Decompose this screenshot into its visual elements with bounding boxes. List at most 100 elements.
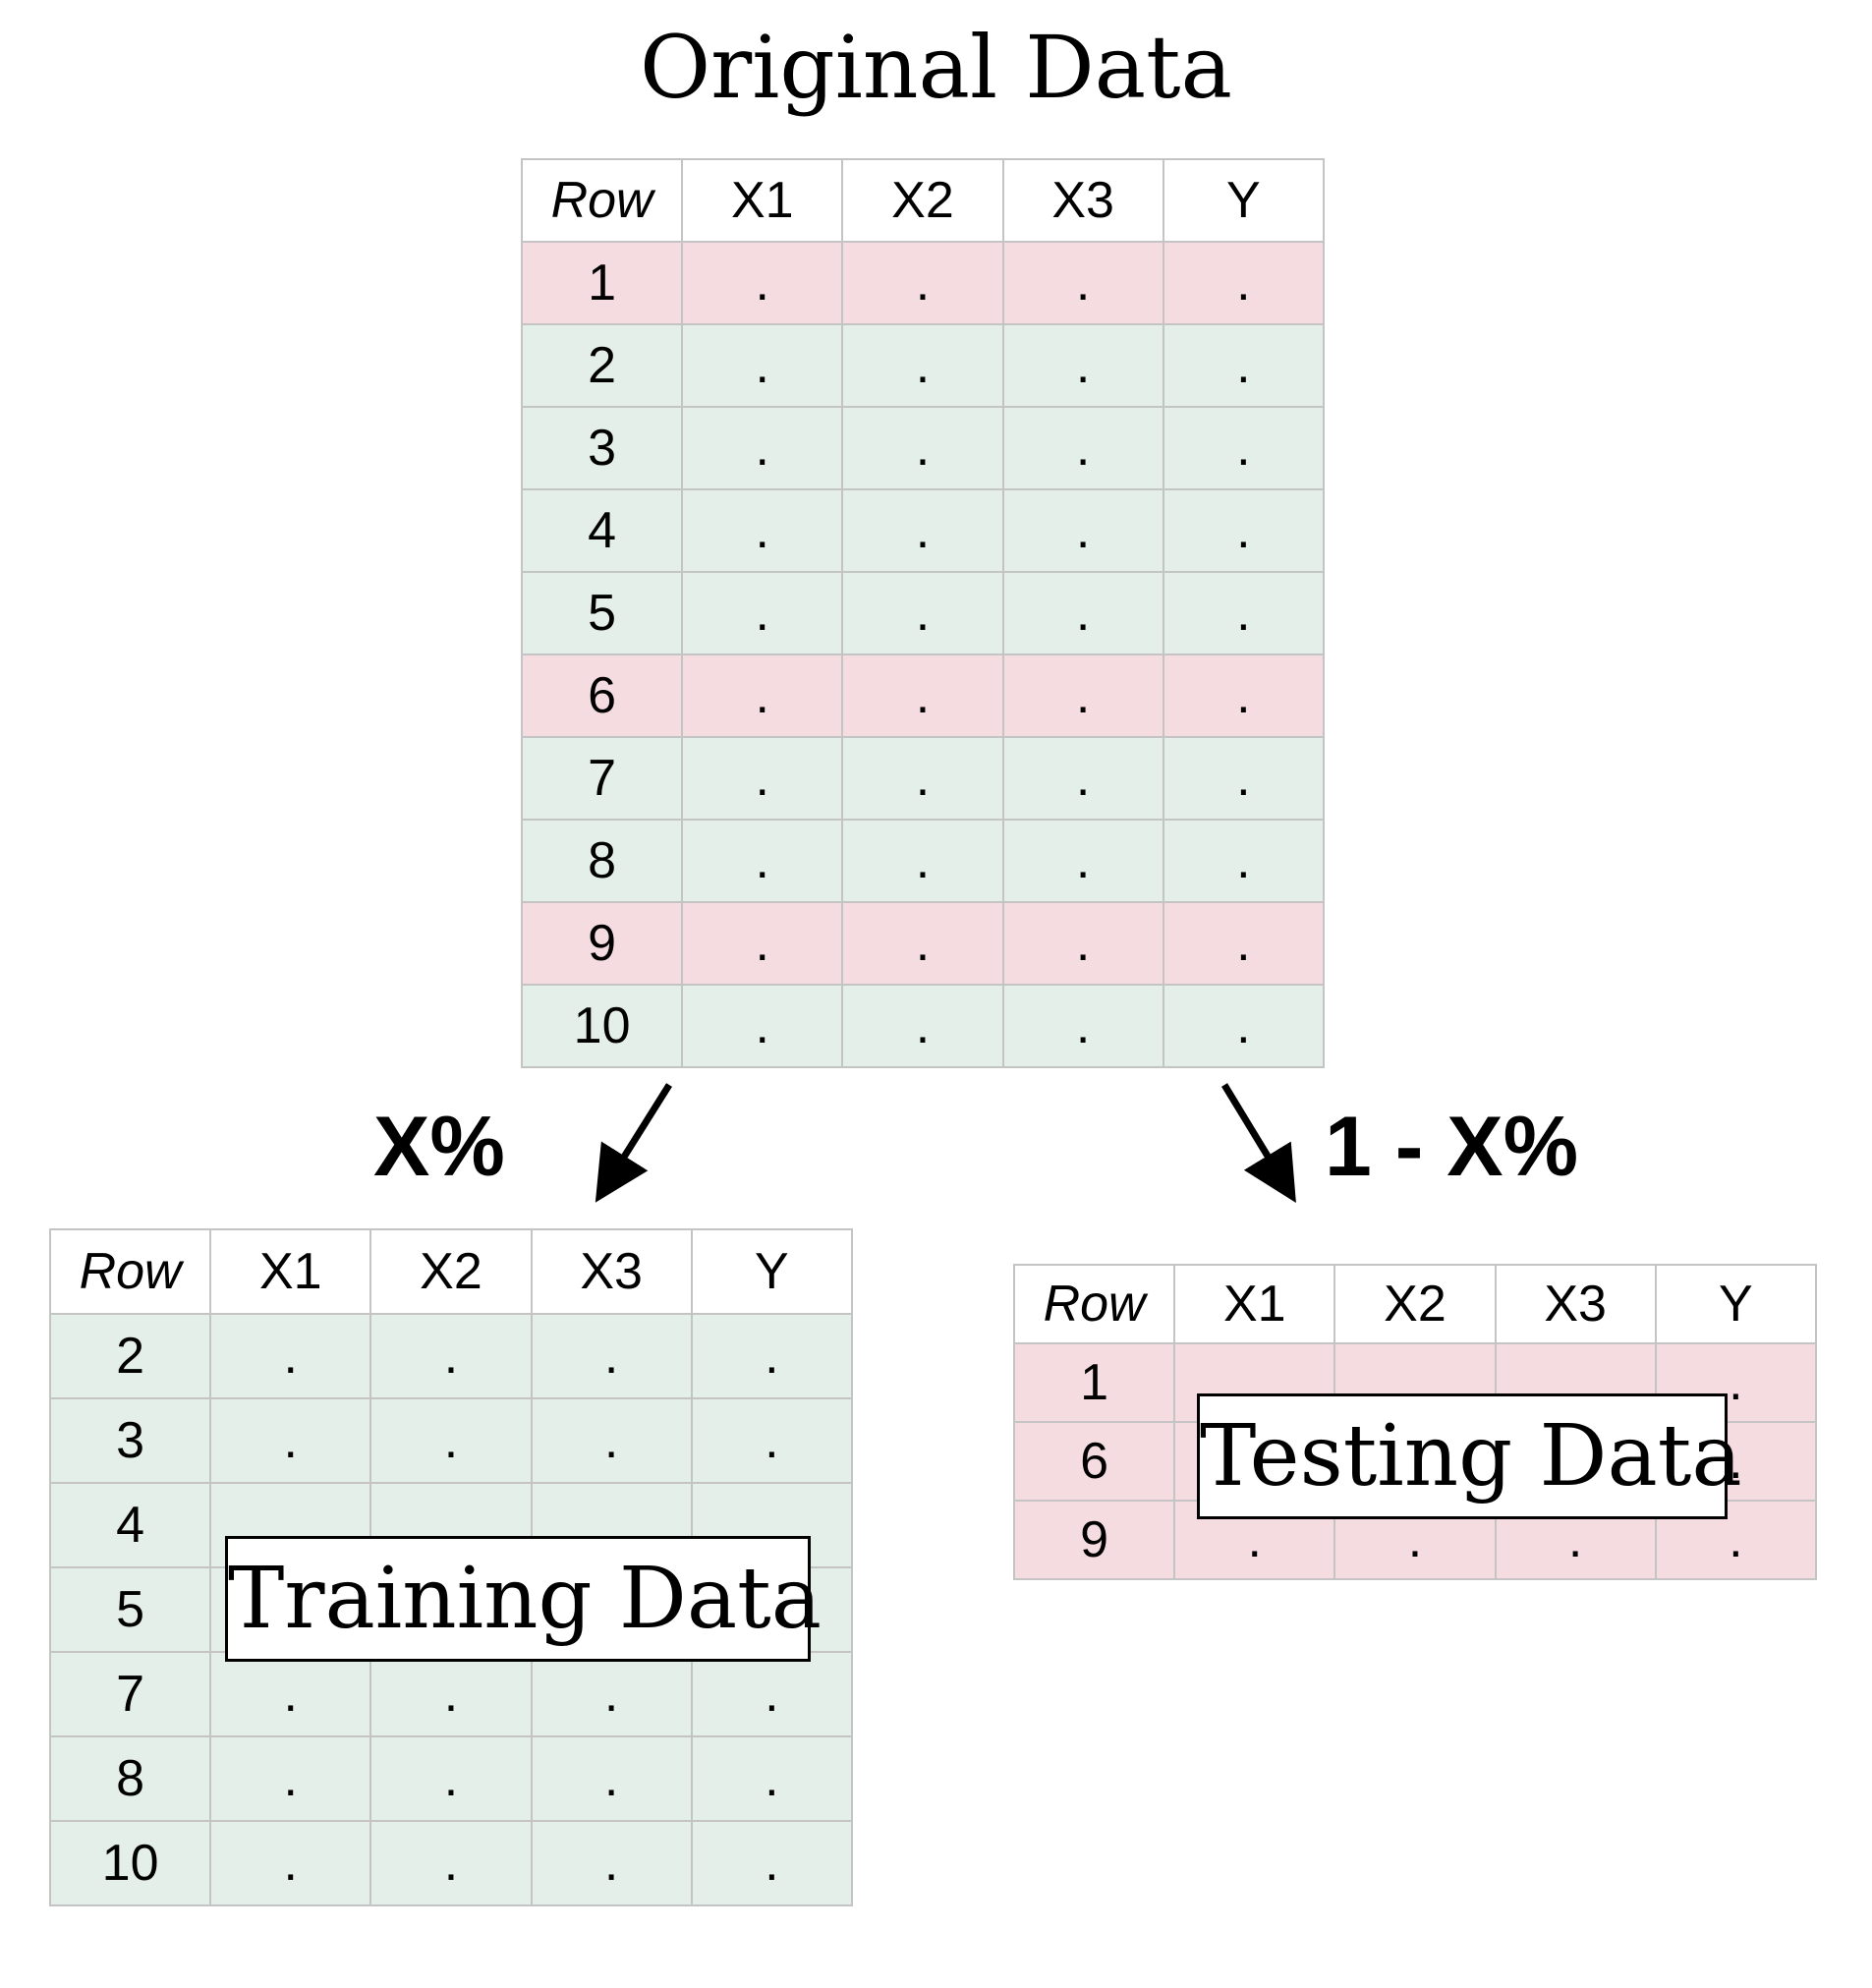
cell-y: . — [1162, 323, 1326, 408]
cell-x3: . — [530, 1735, 693, 1822]
row-number-cell: 6 — [520, 653, 684, 738]
cell-x2: . — [369, 1651, 533, 1737]
arrow-to-testing — [1221, 1083, 1296, 1203]
column-header-row: Row — [48, 1228, 212, 1315]
cell-y: . — [1162, 241, 1326, 325]
testing-split-label: 1 - X% — [1325, 1100, 1579, 1194]
row-number-cell: 6 — [1012, 1421, 1176, 1502]
row-number-cell: 7 — [520, 736, 684, 821]
cell-x3: . — [1001, 571, 1164, 655]
cell-x2: . — [369, 1397, 533, 1484]
row-number-cell: 2 — [48, 1313, 212, 1399]
training-data-label: Training Data — [225, 1536, 822, 1662]
cell-x1: . — [681, 984, 844, 1068]
cell-x3: . — [1001, 653, 1164, 738]
column-header-x3: X3 — [530, 1228, 693, 1315]
row-number-cell: 8 — [520, 819, 684, 903]
cell-y: . — [1162, 901, 1326, 986]
cell-x3: . — [1001, 819, 1164, 903]
table-row: 6.... — [520, 653, 1326, 738]
row-number-cell: 1 — [520, 241, 684, 325]
arrow-to-training — [595, 1083, 672, 1203]
cell-y: . — [1162, 984, 1326, 1068]
row-number-cell: 2 — [520, 323, 684, 408]
table-row: 2.... — [48, 1313, 854, 1399]
cell-x3: . — [530, 1313, 693, 1399]
column-header-y: Y — [1162, 158, 1326, 243]
cell-y: . — [1162, 653, 1326, 738]
table-header-row: Row X1 X2 X3 Y — [1012, 1264, 1818, 1344]
cell-x3: . — [1001, 984, 1164, 1068]
cell-x3: . — [1001, 488, 1164, 573]
row-number-cell: 5 — [520, 571, 684, 655]
table-row: 2.... — [520, 323, 1326, 408]
cell-x2: . — [841, 901, 1004, 986]
cell-x1: . — [681, 736, 844, 821]
cell-x1: . — [681, 406, 844, 490]
table-header-row: Row X1 X2 X3 Y — [520, 158, 1326, 243]
cell-y: . — [690, 1313, 854, 1399]
cell-x1: . — [681, 323, 844, 408]
cell-y: . — [1654, 1500, 1818, 1580]
table-row: 10.... — [48, 1820, 854, 1906]
column-header-x1: X1 — [1173, 1264, 1336, 1344]
cell-y: . — [690, 1651, 854, 1737]
column-header-y: Y — [690, 1228, 854, 1315]
column-header-x2: X2 — [369, 1228, 533, 1315]
column-header-y: Y — [1654, 1264, 1818, 1344]
table-row: 9.... — [520, 901, 1326, 986]
cell-x2: . — [369, 1313, 533, 1399]
diagram-title: Original Data — [640, 17, 1232, 118]
row-number-cell: 4 — [520, 488, 684, 573]
table-row: 3.... — [520, 406, 1326, 490]
cell-x1: . — [681, 819, 844, 903]
cell-x1: . — [209, 1735, 372, 1822]
cell-x1: . — [209, 1820, 372, 1906]
table-row: 5.... — [520, 571, 1326, 655]
table-row: 7.... — [48, 1651, 854, 1737]
cell-x2: . — [841, 736, 1004, 821]
cell-x2: . — [841, 323, 1004, 408]
cell-x2: . — [841, 488, 1004, 573]
row-number-cell: 7 — [48, 1651, 212, 1737]
cell-x3: . — [530, 1397, 693, 1484]
column-header-row: Row — [520, 158, 684, 243]
cell-y: . — [690, 1820, 854, 1906]
row-number-cell: 4 — [48, 1482, 212, 1568]
cell-y: . — [690, 1397, 854, 1484]
cell-x1: . — [209, 1313, 372, 1399]
cell-x2: . — [841, 819, 1004, 903]
table-row: 4.... — [520, 488, 1326, 573]
column-header-x2: X2 — [841, 158, 1004, 243]
cell-x1: . — [681, 241, 844, 325]
cell-x3: . — [530, 1651, 693, 1737]
table-row: 8.... — [520, 819, 1326, 903]
column-header-x2: X2 — [1333, 1264, 1497, 1344]
table-row: 10.... — [520, 984, 1326, 1068]
cell-x3: . — [530, 1820, 693, 1906]
cell-x2: . — [841, 406, 1004, 490]
cell-x1: . — [681, 653, 844, 738]
cell-x3: . — [1001, 901, 1164, 986]
cell-x2: . — [841, 241, 1004, 325]
cell-x3: . — [1001, 241, 1164, 325]
cell-y: . — [690, 1482, 854, 1568]
cell-x2: . — [369, 1735, 533, 1822]
row-number-cell: 10 — [520, 984, 684, 1068]
cell-y: . — [1162, 488, 1326, 573]
cell-x2: . — [841, 653, 1004, 738]
column-header-row: Row — [1012, 1264, 1176, 1344]
row-number-cell: 1 — [1012, 1342, 1176, 1423]
table-row: 7.... — [520, 736, 1326, 821]
testing-data-label: Testing Data — [1197, 1393, 1742, 1519]
column-header-x3: X3 — [1494, 1264, 1657, 1344]
cell-x3: . — [1001, 736, 1164, 821]
row-number-cell: 9 — [520, 901, 684, 986]
cell-y: . — [690, 1735, 854, 1822]
row-number-cell: 8 — [48, 1735, 212, 1822]
column-header-x3: X3 — [1001, 158, 1164, 243]
table-row: 8.... — [48, 1735, 854, 1822]
row-number-cell: 3 — [520, 406, 684, 490]
table-header-row: Row X1 X2 X3 Y — [48, 1228, 854, 1315]
cell-x2: . — [841, 984, 1004, 1068]
